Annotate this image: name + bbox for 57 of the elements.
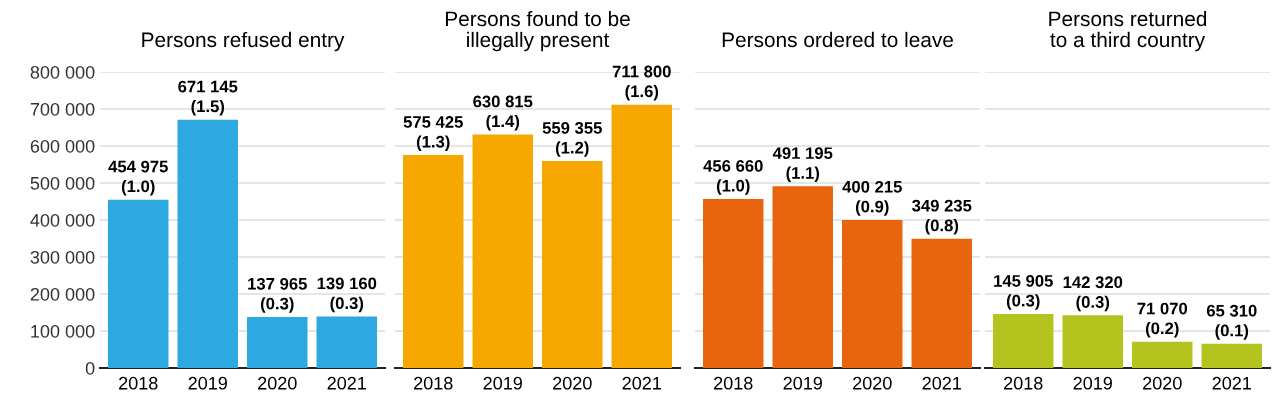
data-label: 400 215 (0.9) (842, 180, 902, 216)
data-label: 454 975 (1.0) (108, 160, 168, 196)
x-tick-label: 2020 (853, 376, 892, 390)
x-tick-label: 2020 (258, 376, 297, 390)
y-tick-label: 100 000 (31, 324, 95, 338)
bar (842, 219, 903, 368)
x-tick-label: 2021 (622, 376, 661, 390)
bar (772, 186, 833, 368)
bar (911, 238, 973, 368)
y-tick-label: 700 000 (30, 102, 95, 116)
data-label: 711 800 (1.6) (612, 65, 671, 101)
chart-title: Persons ordered to leave (722, 31, 953, 48)
data-label: 559 355 (1.2) (542, 122, 602, 157)
chart-title: Persons found to be illegally present (445, 10, 630, 52)
y-tick-label: 800 000 (30, 65, 95, 79)
bar (316, 316, 378, 368)
bar (247, 316, 308, 368)
x-tick-label: 2018 (119, 376, 158, 390)
data-label: 349 235 (0.8) (912, 199, 972, 235)
x-tick-label: 2019 (483, 376, 522, 390)
x-tick-label: 2019 (783, 376, 822, 390)
data-label: 145 905 (0.3) (994, 274, 1053, 310)
x-tick-label: 2020 (1143, 376, 1182, 390)
x-tick-label: 2018 (414, 376, 453, 390)
y-tick-label: 600 000 (30, 139, 95, 153)
y-tick-label: 0 (85, 361, 95, 375)
x-tick-label: 2019 (188, 376, 227, 390)
y-tick-label: 200 000 (30, 287, 95, 301)
bar (1201, 343, 1263, 368)
data-label: 71 070 (0.2) (1137, 302, 1188, 338)
data-label: 630 815 (1.4) (473, 95, 533, 131)
y-tick-label: 300 000 (30, 250, 95, 264)
bar (702, 199, 764, 368)
data-label: 491 195 (1.1) (772, 147, 833, 183)
bar (1132, 341, 1193, 368)
x-tick-label: 2021 (922, 376, 961, 390)
x-tick-label: 2021 (327, 376, 366, 390)
bar (177, 119, 238, 368)
data-label: 575 425 (1.3) (403, 116, 463, 151)
data-label: 142 320 (0.3) (1063, 276, 1123, 312)
bar (1062, 315, 1123, 368)
data-label: 137 965 (0.3) (248, 277, 307, 313)
x-tick-label: 2018 (1004, 376, 1043, 390)
data-label: 456 660 (1.0) (703, 160, 763, 195)
bar (107, 199, 169, 368)
chart-title: Persons returned to a third country (1049, 10, 1207, 52)
x-tick-label: 2021 (1212, 376, 1251, 390)
x-tick-label: 2020 (553, 376, 592, 390)
y-tick-label: 400 000 (30, 213, 95, 227)
data-label: 139 160 (0.3) (317, 277, 377, 313)
bar (992, 314, 1054, 368)
data-label: 65 310 (0.1) (1206, 304, 1257, 340)
x-tick-label: 2018 (714, 376, 753, 390)
data-label: 671 145 (1.5) (178, 80, 238, 116)
y-tick-label: 500 000 (30, 176, 95, 190)
x-tick-label: 2019 (1073, 376, 1112, 390)
chart-title: Persons refused entry (142, 31, 345, 52)
